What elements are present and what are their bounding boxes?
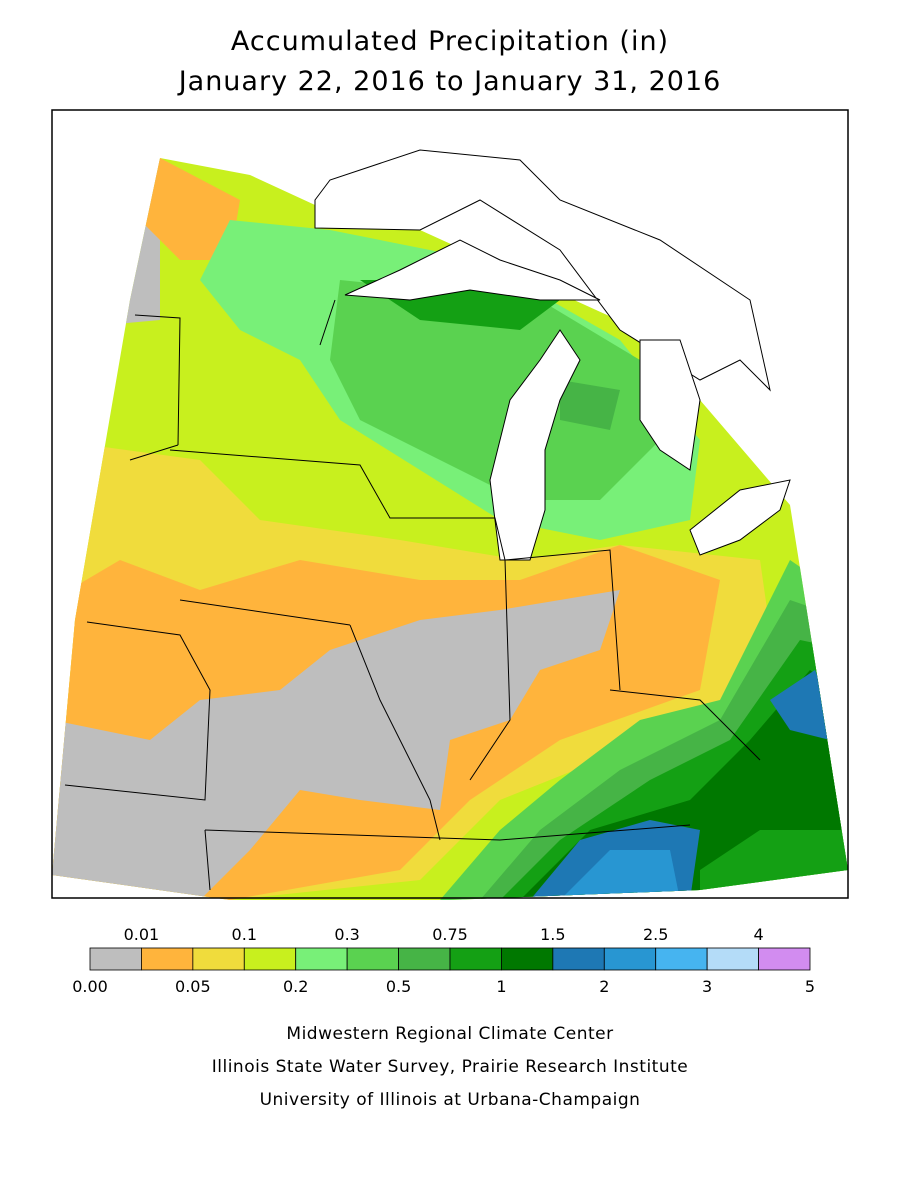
legend-swatch <box>192 947 245 971</box>
legend-label: 0.5 <box>386 977 411 996</box>
legend-label: 0.1 <box>232 925 257 944</box>
legend-label: 0.00 <box>72 977 108 996</box>
title: Accumulated Precipitation (in) <box>231 26 669 57</box>
legend-label: 2 <box>599 977 609 996</box>
credits: Midwestern Regional Climate Center Illino… <box>212 1024 688 1110</box>
legend-swatch <box>295 947 348 971</box>
subtitle: January 22, 2016 to January 31, 2016 <box>177 66 722 97</box>
credit-line: Midwestern Regional Climate Center <box>286 1024 613 1044</box>
legend-swatch <box>346 947 399 971</box>
credit-line: Illinois State Water Survey, Prairie Res… <box>212 1057 688 1077</box>
map-frame <box>51 109 849 899</box>
legend-label: 0.75 <box>432 925 468 944</box>
legend-swatch <box>449 947 502 971</box>
legend-swatch <box>655 947 708 971</box>
legend-label: 0.05 <box>175 977 211 996</box>
legend: 0.00 0.01 0.05 0.1 0.2 0.3 0.5 0.75 1 1.5 2 2.5 3 4 5 <box>72 925 815 996</box>
legend-swatch <box>141 947 194 971</box>
legend-label: 0.3 <box>334 925 359 944</box>
legend-label: 1 <box>496 977 506 996</box>
legend-label: 0.2 <box>283 977 308 996</box>
lakes-and-outside <box>314 149 791 561</box>
legend-label: 1.5 <box>540 925 565 944</box>
legend-swatch <box>706 947 759 971</box>
legend-swatch <box>243 947 297 971</box>
legend-label: 0.01 <box>124 925 160 944</box>
legend-label: 2.5 <box>643 925 668 944</box>
legend-swatch <box>398 947 451 971</box>
legend-swatch <box>552 947 605 971</box>
credit-line: University of Illinois at Urbana-Champai… <box>260 1090 641 1110</box>
legend-swatch <box>501 947 554 971</box>
legend-label: 3 <box>702 977 712 996</box>
legend-swatch <box>758 947 811 971</box>
legend-swatch <box>89 947 142 971</box>
legend-label: 4 <box>753 925 763 944</box>
legend-swatch <box>603 947 657 971</box>
state-borders <box>64 299 761 891</box>
legend-label: 5 <box>805 977 815 996</box>
